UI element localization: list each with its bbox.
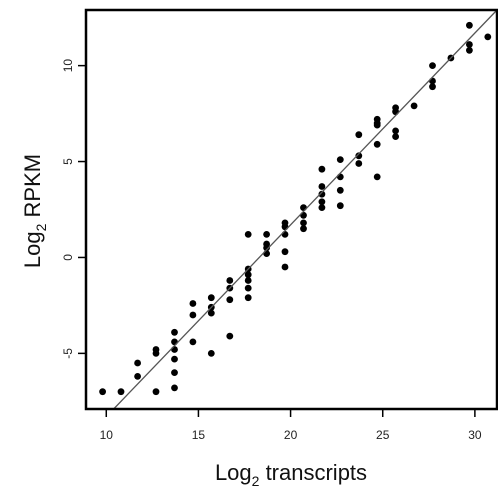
y-axis-title: Log2 RPKM <box>20 154 49 268</box>
fit-line <box>113 9 498 410</box>
data-point-20 <box>207 350 215 357</box>
data-point-64 <box>392 133 399 141</box>
data-point-59 <box>373 140 381 148</box>
data-point-34 <box>263 231 270 238</box>
data-point-26 <box>244 271 252 279</box>
data-point-47 <box>318 198 326 206</box>
data-point-60 <box>373 173 381 181</box>
data-point-1 <box>99 388 106 396</box>
data-point-40 <box>300 204 307 212</box>
data-point-6 <box>152 350 160 357</box>
data-point-52 <box>336 202 344 210</box>
data-point-29 <box>244 294 252 302</box>
y-axis: -5 0 5 10 <box>61 59 86 359</box>
data-point-9 <box>171 338 178 346</box>
data-point-66 <box>429 62 436 69</box>
data-point-72 <box>466 46 473 54</box>
data-point-41 <box>300 211 307 219</box>
data-point-36 <box>281 219 289 227</box>
data-point-2 <box>117 388 125 396</box>
y-tick-label--5: -5 <box>61 348 75 359</box>
data-point-53 <box>355 131 363 139</box>
data-point-43 <box>300 225 307 233</box>
data-point-46 <box>318 190 326 198</box>
data-point-68 <box>429 83 436 91</box>
y-tick-label-5: 5 <box>61 158 75 165</box>
data-point-51 <box>336 186 344 194</box>
x-tick-label-20: 20 <box>284 428 298 442</box>
data-point-8 <box>171 328 178 336</box>
data-point-71 <box>466 41 473 48</box>
data-point-63 <box>392 127 399 135</box>
data-point-11 <box>171 355 178 363</box>
data-point-13 <box>171 384 178 392</box>
data-point-21 <box>226 277 234 284</box>
data-point-50 <box>336 173 344 181</box>
data-point-7 <box>152 388 160 396</box>
x-axis-title: Log2 transcripts <box>215 460 367 488</box>
data-point-17 <box>207 294 215 302</box>
x-tick-label-15: 15 <box>192 428 206 442</box>
data-point-54 <box>355 152 363 160</box>
data-point-14 <box>189 300 197 307</box>
data-point-55 <box>355 160 363 167</box>
data-point-28 <box>244 284 252 292</box>
data-point-16 <box>189 338 197 346</box>
data-point-73 <box>484 33 492 41</box>
data-point-39 <box>281 263 289 271</box>
data-point-12 <box>171 369 178 376</box>
data-point-62 <box>392 108 399 116</box>
data-point-49 <box>336 156 344 164</box>
x-tick-label-30: 30 <box>468 428 482 442</box>
data-point-4 <box>134 359 142 367</box>
data-point-44 <box>318 165 326 173</box>
x-tick-label-10: 10 <box>100 428 114 442</box>
data-point-70 <box>466 21 473 29</box>
data-point-10 <box>171 346 178 353</box>
data-point-42 <box>300 219 307 227</box>
data-point-24 <box>226 332 234 340</box>
x-axis: 10 15 20 25 30 <box>100 409 482 442</box>
data-point-48 <box>318 204 326 212</box>
data-point-30 <box>244 231 252 238</box>
y-tick-label-10: 10 <box>61 59 75 73</box>
data-point-58 <box>373 121 381 129</box>
data-point-19 <box>207 309 215 317</box>
data-point-38 <box>281 248 289 256</box>
data-point-23 <box>226 296 234 304</box>
data-point-65 <box>410 102 418 110</box>
y-tick-label-0: 0 <box>61 254 75 261</box>
data-point-37 <box>281 231 289 238</box>
data-point-3 <box>134 373 142 380</box>
plot-frame <box>84 8 498 411</box>
data-point-27 <box>244 277 252 284</box>
x-tick-label-25: 25 <box>376 428 390 442</box>
data-point-45 <box>318 183 326 190</box>
data-point-33 <box>263 240 270 248</box>
data-point-15 <box>189 311 197 319</box>
